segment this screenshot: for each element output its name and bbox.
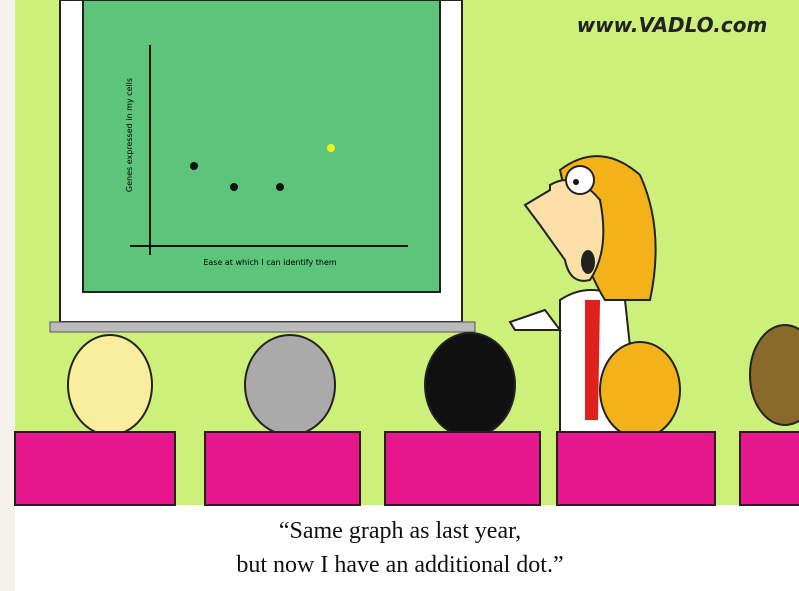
head-orange <box>599 341 681 439</box>
y-axis-label: Genes expressed in my cells <box>125 78 134 192</box>
pupil <box>573 179 579 185</box>
chair <box>204 431 361 506</box>
caption-line: “Same graph as last year, <box>279 518 521 544</box>
dot <box>230 183 238 191</box>
eye <box>565 165 595 195</box>
head-blond <box>67 334 153 436</box>
mouth <box>581 250 595 274</box>
shirt <box>585 300 600 420</box>
chair <box>739 431 799 506</box>
x-axis-label: Ease at which I can identify them <box>203 258 337 267</box>
screen-plot <box>82 0 441 293</box>
dot <box>276 183 284 191</box>
caption-area <box>15 505 799 591</box>
dot <box>190 162 198 170</box>
watermark: www.VADLO.com <box>577 13 768 37</box>
arm <box>508 308 562 331</box>
caption-line: but now I have an additional dot.” <box>236 552 563 578</box>
new-dot <box>327 144 335 152</box>
head-brown <box>749 324 799 426</box>
chair <box>14 431 176 506</box>
chair <box>556 431 716 506</box>
head-gray <box>244 334 336 436</box>
head-dark <box>424 332 516 438</box>
chair <box>384 431 541 506</box>
screen-bar <box>49 321 476 333</box>
